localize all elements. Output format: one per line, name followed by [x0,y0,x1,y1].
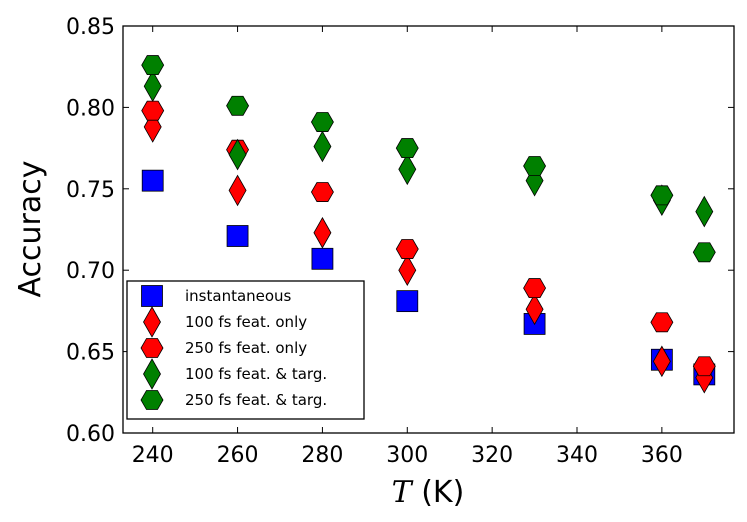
legend-label-100-fs-feat-only: 100 fs feat. only [185,313,307,331]
point-250-fs-feat-only-330 [523,278,547,299]
y-axis-label: Accuracy [13,161,48,298]
point-250-fs-feat-only-280 [310,182,334,202]
point-100-fs-feat-only-300 [398,254,417,287]
legend-item-250-fs-feat-targ: 250 fs feat. & targ. [140,390,327,410]
legend-item-100-fs-feat-targ: 100 fs feat. & targ. [143,358,327,390]
point-100-fs-feat-only-330 [525,293,544,326]
point-100-fs-feat-targ-260 [228,138,247,171]
point-250-fs-feat-targ-360 [650,185,674,206]
legend-label-instantaneous: instantaneous [185,287,292,305]
x-tick-label-240: 240 [132,443,174,468]
point-250-fs-feat-targ-240 [141,55,165,75]
x-tick-label-300: 300 [386,443,428,468]
point-100-fs-feat-targ-240 [143,70,162,103]
point-instantaneous-260 [226,225,249,247]
point-100-fs-feat-targ-300 [398,153,417,186]
point-250-fs-feat-only-370 [692,356,716,377]
legend-item-instantaneous: instantaneous [141,285,292,307]
point-100-fs-feat-only-260 [228,174,247,207]
point-250-fs-feat-only-300 [395,239,419,259]
legend-marker-250-fs-feat-targ [140,390,164,410]
point-100-fs-feat-only-360 [652,345,671,378]
point-250-fs-feat-targ-260 [226,95,250,116]
legend-box [126,280,365,420]
legend-label-250-fs-feat-targ: 250 fs feat. & targ. [185,391,327,409]
point-instantaneous-240 [141,169,164,192]
legend-marker-instantaneous [141,285,163,307]
x-axis-unit: (K) [412,475,465,510]
legend-label-100-fs-feat-targ: 100 fs feat. & targ. [185,365,327,383]
point-250-fs-feat-targ-280 [310,112,334,132]
x-tick-label-280: 280 [301,443,343,468]
x-axis-symbol: T [392,475,414,510]
x-tick-label-320: 320 [471,443,513,468]
point-100-fs-feat-only-280 [313,216,332,249]
x-tick-label-360: 360 [641,443,683,468]
axis-ticks: 240 260 280 300 320 340 360 0.60 0.65 0.70 0.75 0.8… [66,15,734,468]
y-tick-label-5: 0.85 [66,15,115,40]
point-250-fs-feat-targ-330 [523,156,547,176]
point-250-fs-feat-only-240 [141,100,165,121]
point-100-fs-feat-targ-370 [695,195,714,228]
point-100-fs-feat-targ-280 [313,130,332,163]
legend-marker-100-fs-feat-targ [143,358,161,390]
y-tick-label-1: 0.65 [66,341,115,366]
point-250-fs-feat-targ-300 [395,138,419,159]
y-tick-label-2: 0.70 [66,259,115,284]
y-tick-label-3: 0.75 [66,178,115,203]
legend-item-250-fs-feat-only: 250 fs feat. only [140,338,307,358]
series-250-fs-feat-targ [141,55,716,263]
point-250-fs-feat-targ-370 [692,242,716,263]
plot-frame [122,25,735,434]
legend-marker-250-fs-feat-only [140,338,164,358]
data-marks [141,55,716,394]
y-tick-label-4: 0.80 [66,96,115,121]
legend-item-100-fs-feat-only: 100 fs feat. only [143,306,307,338]
x-tick-label-340: 340 [556,443,598,468]
legend-label-250-fs-feat-only: 250 fs feat. only [185,339,307,357]
point-instantaneous-300 [396,290,419,313]
legend-marker-100-fs-feat-only [143,306,161,338]
point-250-fs-feat-only-360 [650,312,674,333]
legend: instantaneous 100 fs feat. only 250 fs fea… [126,280,365,420]
y-tick-label-0: 0.60 [66,422,115,447]
x-axis-label: T (K) [392,475,465,510]
point-instantaneous-280 [311,247,334,270]
x-tick-label-260: 260 [217,443,259,468]
